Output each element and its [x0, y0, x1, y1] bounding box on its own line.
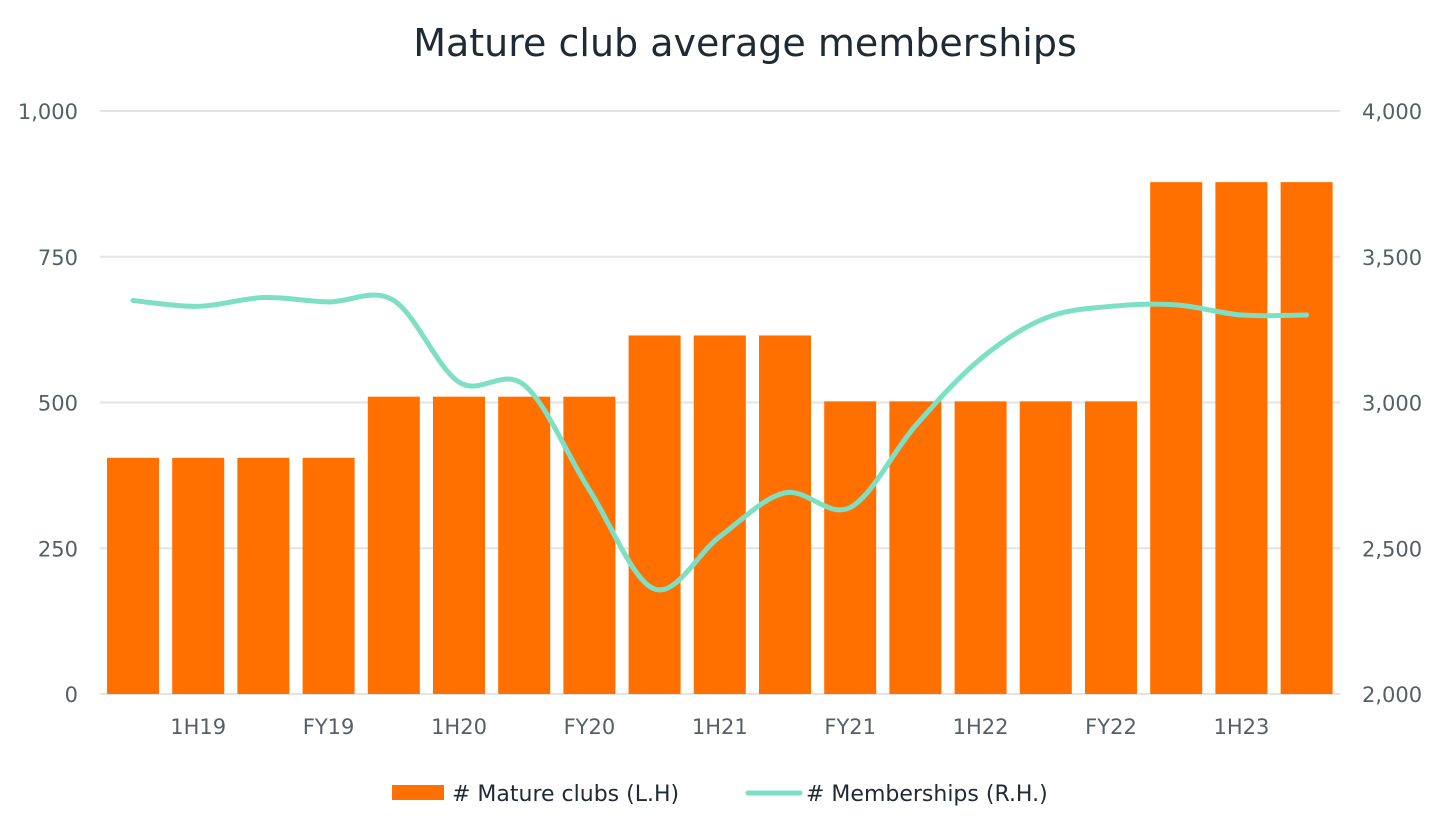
bar-series [107, 182, 1333, 694]
bar [1150, 182, 1203, 694]
right-tick-label: 2,500 [1362, 537, 1422, 561]
bar [1280, 182, 1333, 694]
bar [302, 457, 355, 694]
legend-swatch-mature-clubs [392, 785, 444, 800]
left-tick-label: 500 [38, 392, 78, 416]
bar [759, 335, 811, 694]
bar [1215, 182, 1268, 694]
bar [107, 457, 159, 694]
bar [498, 396, 551, 694]
legend-label-mature-clubs: # Mature clubs (L.H) [452, 782, 679, 807]
left-tick-label: 1,000 [18, 100, 78, 124]
bar [628, 335, 681, 694]
bar [563, 396, 616, 694]
bar [237, 457, 290, 694]
right-tick-label: 2,000 [1362, 683, 1422, 707]
bar [433, 396, 485, 694]
right-tick-label: 4,000 [1362, 100, 1422, 124]
left-tick-label: 0 [65, 683, 78, 707]
chart-title: Mature club average memberships [413, 21, 1077, 65]
right-tick-label: 3,500 [1362, 246, 1422, 270]
bar [824, 401, 877, 694]
x-tick-label: FY22 [1085, 715, 1137, 739]
bar [367, 396, 420, 694]
left-tick-label: 750 [38, 246, 78, 270]
x-axis: 1H19 FY19 1H20 FY20 1H21 FY21 1H22 FY22 1H23 [170, 715, 1269, 739]
line-series [130, 292, 1310, 593]
right-tick-label: 3,000 [1362, 392, 1422, 416]
x-tick-label: FY20 [564, 715, 616, 739]
right-axis: 2,000 2,500 3,000 3,500 4,000 [1362, 100, 1422, 707]
x-tick-label: 1H22 [953, 715, 1009, 739]
x-tick-label: 1H21 [692, 715, 748, 739]
bar [1085, 401, 1137, 694]
x-tick-label: FY21 [824, 715, 876, 739]
legend: # Mature clubs (L.H) # Memberships (R.H.… [392, 782, 1048, 807]
bar [889, 401, 942, 694]
x-tick-label: FY19 [303, 715, 355, 739]
x-tick-label: 1H19 [170, 715, 226, 739]
x-tick-label: 1H23 [1213, 715, 1269, 739]
bar [954, 401, 1007, 694]
legend-label-memberships: # Memberships (R.H.) [806, 782, 1048, 807]
left-tick-label: 250 [38, 537, 78, 561]
left-axis: 0 250 500 750 1,000 [18, 100, 78, 707]
memberships-line [130, 292, 1310, 593]
bar [172, 457, 225, 694]
bar [1019, 401, 1072, 694]
bar [693, 335, 746, 694]
x-tick-label: 1H20 [431, 715, 487, 739]
